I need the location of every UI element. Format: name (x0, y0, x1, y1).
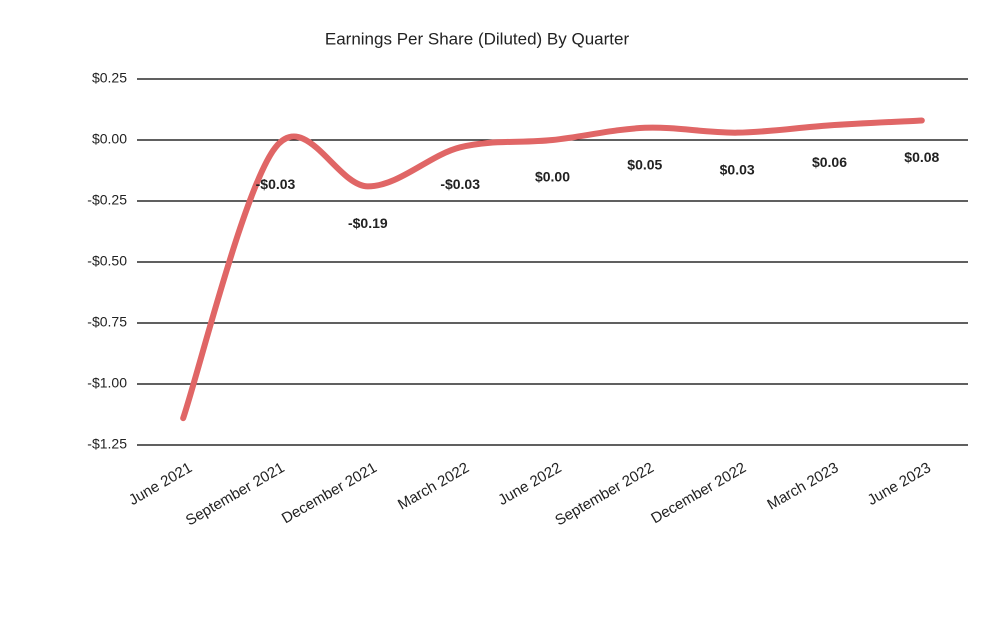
x-tick-label: June 2022 (495, 459, 564, 509)
x-tick-label: September 2022 (552, 459, 657, 529)
x-tick-label: March 2022 (395, 459, 472, 513)
y-tick-label: -$0.75 (87, 314, 127, 330)
x-tick-label: March 2023 (764, 459, 841, 513)
x-tick-label: September 2021 (183, 459, 288, 529)
x-tick-label: June 2021 (126, 459, 195, 509)
x-tick-label: June 2023 (865, 459, 934, 509)
y-tick-label: -$0.50 (87, 253, 127, 269)
data-label: $0.00 (535, 169, 570, 185)
data-label: -$0.03 (440, 176, 480, 192)
data-label: $0.03 (720, 161, 755, 177)
line (180, 117, 925, 422)
data-label: $0.06 (812, 154, 847, 170)
y-tick-label: $0.00 (92, 131, 127, 147)
data-label: -$0.03 (256, 176, 296, 192)
data-label: $0.05 (627, 157, 662, 173)
data-label: $0.08 (904, 149, 939, 165)
chart-title: Earnings Per Share (Diluted) By Quarter (325, 29, 630, 48)
x-tick-label: December 2022 (648, 459, 749, 527)
data-label: -$0.19 (348, 215, 388, 231)
y-tick-label: -$1.25 (87, 436, 127, 452)
y-tick-label: $0.25 (92, 70, 127, 86)
y-tick-label: -$1.00 (87, 375, 127, 391)
x-tick-label: December 2021 (279, 459, 380, 527)
y-tick-label: -$0.25 (87, 192, 127, 208)
